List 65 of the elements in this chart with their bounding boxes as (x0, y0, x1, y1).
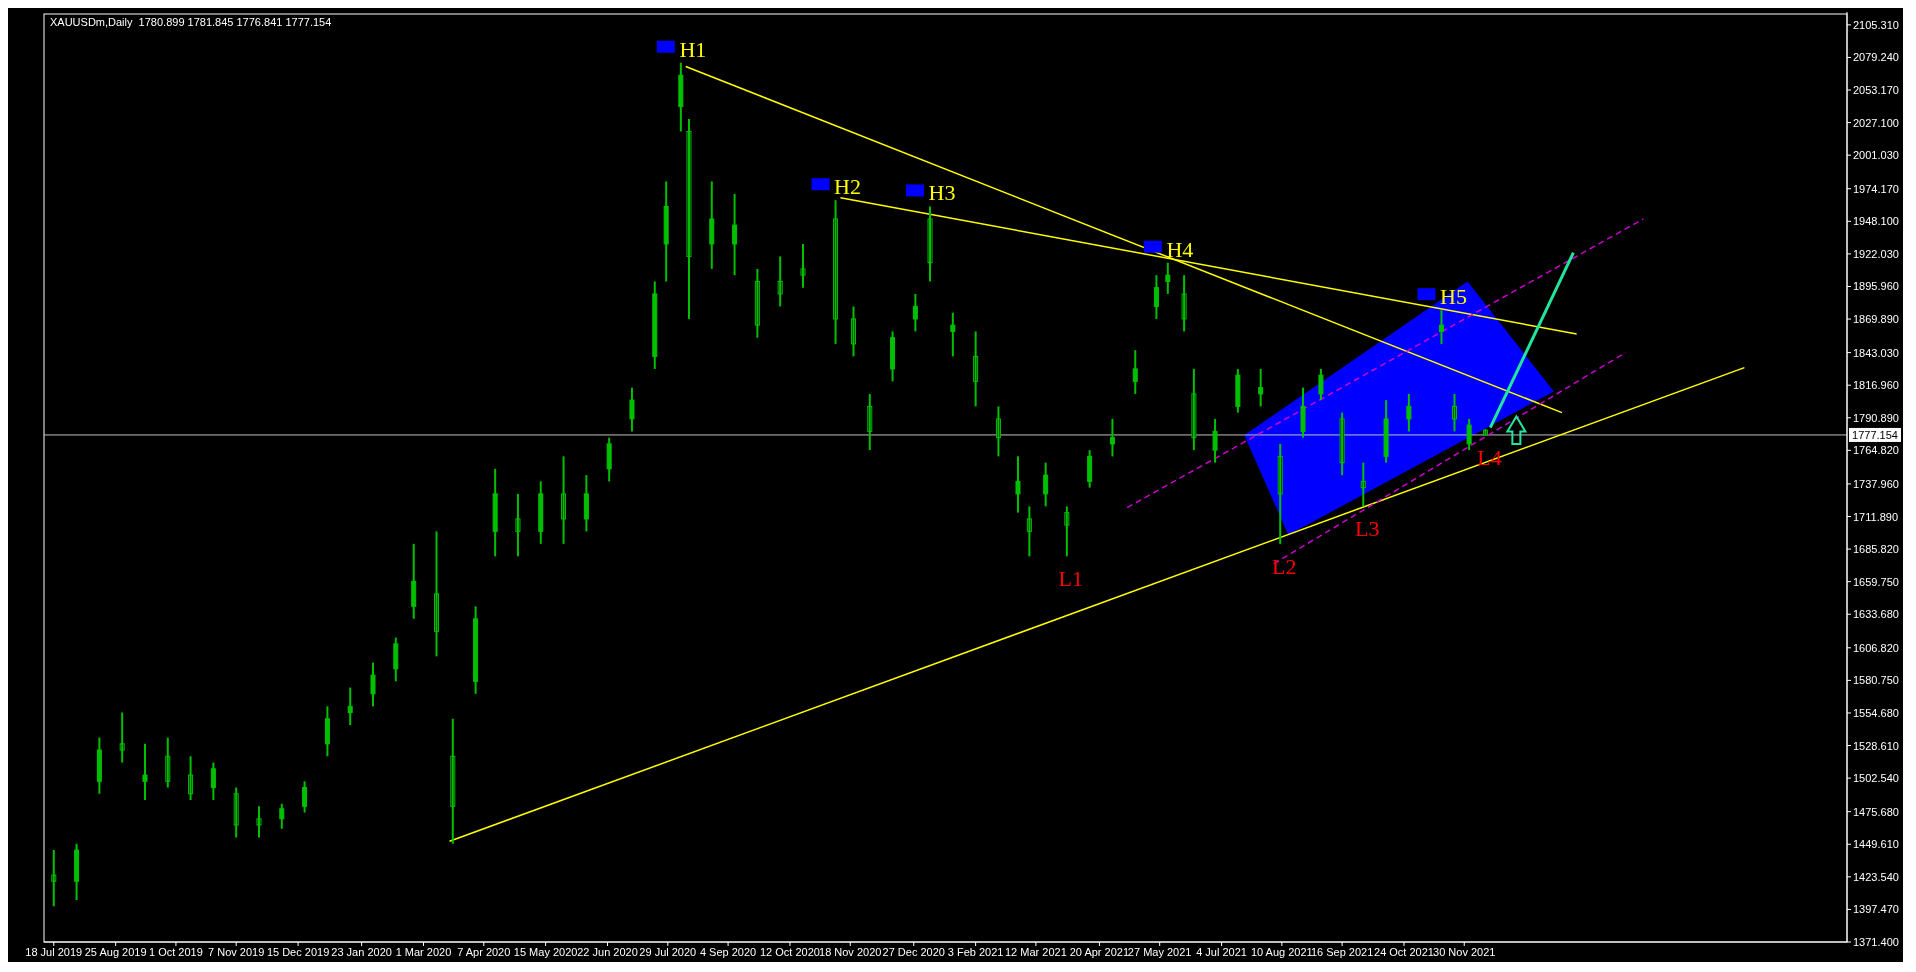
candlestick (800, 242, 806, 289)
y-tick-label: 2001.030 (1853, 149, 1899, 162)
x-tick-label: 18 Jul 2019 (25, 946, 83, 958)
y-tick-label: 1554.680 (1853, 706, 1899, 719)
y-tick-label: 1922.030 (1853, 247, 1899, 260)
x-tick-label: 1 Mar 2020 (395, 946, 452, 958)
y-tick-label: 1711.890 (1853, 510, 1899, 523)
y-tick-label: 1764.820 (1853, 444, 1899, 457)
candlestick (256, 805, 262, 839)
ref-line-label: 1777.154 (1852, 428, 1898, 441)
x-tick-label: 24 Oct 2021 (1374, 946, 1434, 958)
x-tick-label: 15 May 2020 (513, 946, 578, 958)
x-tick-label: 7 Apr 2020 (457, 946, 511, 958)
annotation: H3 (928, 180, 956, 206)
x-tick-label: 15 Dec 2019 (266, 946, 330, 958)
y-tick-label: 1659.750 (1853, 575, 1899, 588)
y-tick-label: 1974.170 (1853, 182, 1899, 195)
y-tick-label: 1606.820 (1853, 641, 1899, 654)
annotation: L3 (1355, 516, 1380, 542)
annotation: H4 (1166, 236, 1194, 262)
y-tick-label: 1869.890 (1853, 313, 1899, 326)
y-tick-label: 1423.540 (1853, 870, 1899, 883)
y-tick-label: 1633.680 (1853, 608, 1899, 621)
x-tick-label: 25 Aug 2019 (84, 946, 147, 958)
x-tick-label: 12 Oct 2020 (759, 946, 820, 958)
annotation: H1 (679, 36, 707, 62)
candlestick (142, 742, 148, 802)
y-tick-label: 2079.240 (1853, 51, 1899, 64)
x-tick-label: 1 Oct 2019 (149, 946, 203, 958)
x-tick-label: 7 Nov 2019 (208, 946, 265, 958)
x-tick-label: 4 Jul 2021 (1196, 946, 1247, 958)
y-tick-label: 1397.470 (1853, 903, 1899, 916)
x-tick-label: 27 May 2021 (1127, 946, 1192, 958)
x-tick-label: 12 Mar 2021 (1005, 946, 1067, 958)
x-tick-label: 20 Apr 2021 (1069, 946, 1130, 958)
annotation: L1 (1058, 566, 1084, 592)
y-tick-label: 1371.400 (1853, 936, 1899, 948)
x-tick-label: 22 Jun 2020 (577, 946, 638, 958)
y-tick-label: 1843.030 (1853, 346, 1899, 359)
y-tick-label: 2105.310 (1853, 18, 1899, 31)
annotation: L2 (1271, 553, 1297, 579)
y-tick-label: 1816.960 (1853, 379, 1899, 392)
x-tick-label: 10 Aug 2021 (1250, 946, 1313, 958)
x-tick-label: 4 Sep 2020 (699, 946, 757, 958)
x-tick-label: 30 Nov 2021 (1433, 946, 1496, 958)
x-tick-label: 23 Jan 2020 (331, 946, 392, 958)
x-tick-label: 18 Nov 2020 (819, 946, 882, 958)
y-tick-label: 2027.100 (1853, 116, 1899, 129)
y-tick-label: 1449.610 (1853, 838, 1899, 851)
annotation: H5 (1440, 284, 1467, 310)
annotation: H2 (834, 174, 862, 200)
y-tick-label: 1580.750 (1853, 674, 1899, 687)
y-tick-label: 1502.540 (1853, 772, 1899, 785)
y-tick-label: 1475.680 (1853, 805, 1899, 818)
x-tick-label: 29 Jul 2020 (639, 946, 697, 958)
y-tick-label: 1528.610 (1853, 739, 1899, 752)
y-tick-label: 1895.960 (1853, 280, 1899, 293)
y-tick-label: 1790.890 (1853, 411, 1899, 424)
y-tick-label: 1685.820 (1853, 543, 1899, 556)
chart-title: XAUUSDm,Daily 1780.899 1781.845 1776.841 1777.154 (50, 16, 332, 28)
x-tick-label: 27 Dec 2020 (882, 946, 945, 958)
x-tick-label: 3 Feb 2021 (947, 946, 1004, 958)
y-tick-label: 1737.960 (1853, 477, 1899, 490)
y-tick-label: 1948.100 (1853, 215, 1899, 228)
y-tick-label: 2053.170 (1853, 84, 1899, 97)
